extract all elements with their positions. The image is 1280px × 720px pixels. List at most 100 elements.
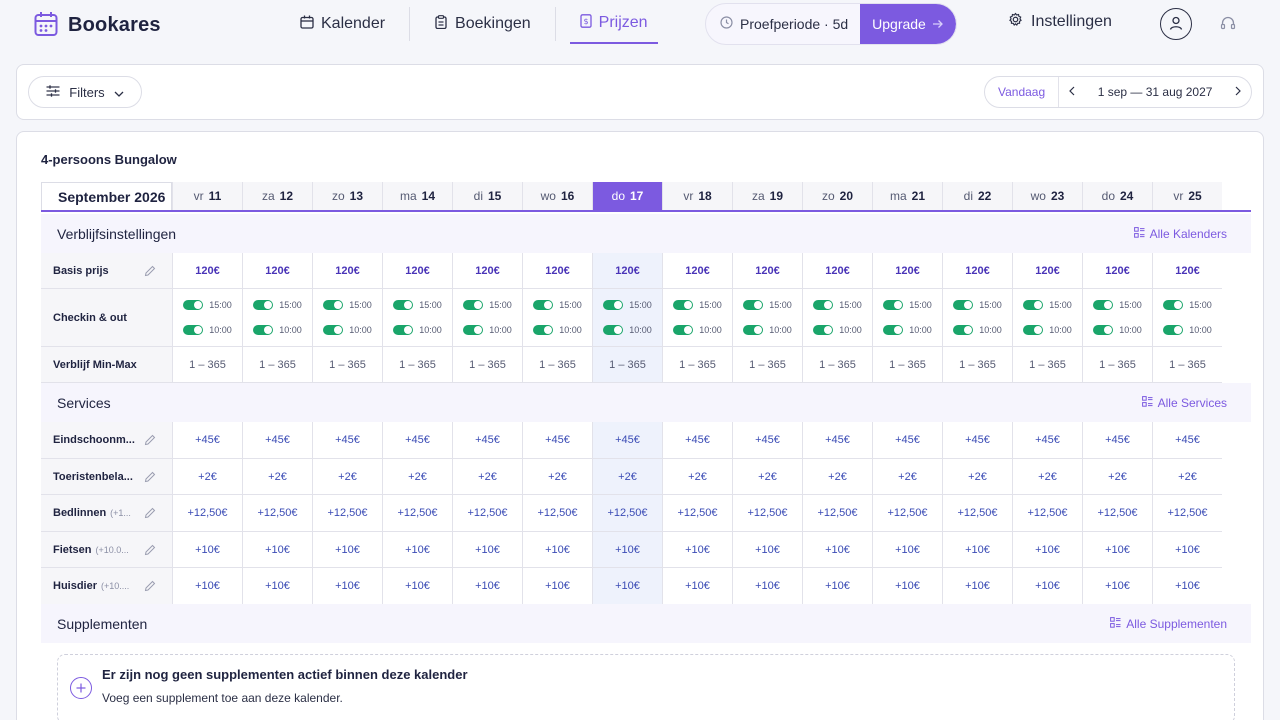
grid-cell[interactable]: 120€ [242,253,312,289]
grid-cell[interactable]: 1 – 365 [942,347,1012,383]
checkout-toggle[interactable]: 10:00 [183,325,232,335]
grid-cell[interactable]: 120€ [872,253,942,289]
day-header[interactable]: di 15 [452,182,522,210]
grid-cell[interactable]: 1 – 365 [1012,347,1082,383]
toggle-switch[interactable] [463,325,484,335]
grid-cell[interactable]: 15:00 10:00 [452,289,522,347]
grid-cell[interactable]: +12,50€ [242,495,312,532]
today-button[interactable]: Vandaag [985,77,1060,107]
grid-cell[interactable]: 120€ [1152,253,1222,289]
toggle-switch[interactable] [1023,300,1044,310]
grid-cell[interactable]: +10€ [1152,532,1222,568]
checkout-toggle[interactable]: 10:00 [673,325,722,335]
grid-cell[interactable]: +10€ [312,532,382,568]
checkin-toggle[interactable]: 15:00 [1093,300,1142,310]
toggle-switch[interactable] [393,300,414,310]
grid-cell[interactable]: 120€ [662,253,732,289]
grid-cell[interactable]: 120€ [172,253,242,289]
grid-cell[interactable]: +10€ [452,532,522,568]
checkin-toggle[interactable]: 15:00 [253,300,302,310]
day-header[interactable]: do 24 [1082,182,1152,210]
grid-cell[interactable]: +12,50€ [312,495,382,532]
toggle-switch[interactable] [603,300,624,310]
grid-cell[interactable]: 15:00 10:00 [242,289,312,347]
day-header[interactable]: di 22 [942,182,1012,210]
grid-cell[interactable]: +12,50€ [1082,495,1152,532]
grid-cell[interactable]: +10€ [662,532,732,568]
brand[interactable]: Bookares [34,11,161,40]
grid-cell[interactable]: +45€ [592,422,662,459]
day-header[interactable]: zo 20 [802,182,872,210]
grid-cell[interactable]: 15:00 10:00 [172,289,242,347]
grid-cell[interactable]: 15:00 10:00 [662,289,732,347]
nav-boekingen[interactable]: Boekingen [424,4,541,44]
grid-cell[interactable]: +45€ [172,422,242,459]
grid-cell[interactable]: 120€ [312,253,382,289]
grid-cell[interactable]: 120€ [732,253,802,289]
grid-cell[interactable]: 15:00 10:00 [942,289,1012,347]
day-header[interactable]: vr 18 [662,182,732,210]
toggle-switch[interactable] [603,325,624,335]
checkin-toggle[interactable]: 15:00 [393,300,442,310]
checkin-toggle[interactable]: 15:00 [673,300,722,310]
grid-cell[interactable]: 15:00 10:00 [312,289,382,347]
checkout-toggle[interactable]: 10:00 [253,325,302,335]
grid-cell[interactable]: +10€ [732,568,802,605]
grid-cell[interactable]: +2€ [1082,459,1152,495]
grid-cell[interactable]: +2€ [802,459,872,495]
grid-cell[interactable]: +2€ [452,459,522,495]
grid-cell[interactable]: +2€ [522,459,592,495]
grid-cell[interactable]: 15:00 10:00 [382,289,452,347]
grid-cell[interactable]: +2€ [242,459,312,495]
grid-cell[interactable]: 15:00 10:00 [1152,289,1222,347]
grid-cell[interactable]: +2€ [1012,459,1082,495]
grid-cell[interactable]: 1 – 365 [312,347,382,383]
checkin-toggle[interactable]: 15:00 [463,300,512,310]
grid-cell[interactable]: +45€ [1012,422,1082,459]
grid-cell[interactable]: +45€ [242,422,312,459]
grid-cell[interactable]: +10€ [382,568,452,605]
grid-cell[interactable]: +45€ [452,422,522,459]
grid-cell[interactable]: 15:00 10:00 [872,289,942,347]
grid-cell[interactable]: +12,50€ [662,495,732,532]
grid-cell[interactable]: 1 – 365 [382,347,452,383]
checkout-toggle[interactable]: 10:00 [953,325,1002,335]
checkin-toggle[interactable]: 15:00 [323,300,372,310]
upgrade-button[interactable]: Upgrade [860,4,956,44]
day-header[interactable]: wo 23 [1012,182,1082,210]
grid-cell[interactable]: 15:00 10:00 [522,289,592,347]
checkout-toggle[interactable]: 10:00 [323,325,372,335]
grid-cell[interactable]: +12,50€ [1152,495,1222,532]
grid-cell[interactable]: 1 – 365 [1152,347,1222,383]
grid-cell[interactable]: +10€ [172,532,242,568]
toggle-switch[interactable] [1163,300,1184,310]
toggle-switch[interactable] [743,300,764,310]
settings-link[interactable]: Instellingen [1008,12,1112,32]
grid-cell[interactable]: +10€ [382,532,452,568]
toggle-switch[interactable] [883,325,904,335]
next-range-button[interactable] [1225,77,1251,107]
user-avatar[interactable] [1160,8,1192,40]
checkout-toggle[interactable]: 10:00 [1163,325,1212,335]
checkin-toggle[interactable]: 15:00 [953,300,1002,310]
checkout-toggle[interactable]: 10:00 [1093,325,1142,335]
grid-cell[interactable]: +2€ [942,459,1012,495]
grid-cell[interactable]: +10€ [942,568,1012,605]
all-supplements-link[interactable]: Alle Supplementen [1110,617,1227,631]
toggle-switch[interactable] [813,325,834,335]
grid-cell[interactable]: 120€ [592,253,662,289]
toggle-switch[interactable] [1023,325,1044,335]
day-header[interactable]: vr 25 [1152,182,1222,210]
checkin-toggle[interactable]: 15:00 [743,300,792,310]
checkout-toggle[interactable]: 10:00 [463,325,512,335]
grid-cell[interactable]: +10€ [1012,532,1082,568]
grid-cell[interactable]: 120€ [942,253,1012,289]
grid-cell[interactable]: +10€ [452,568,522,605]
checkin-toggle[interactable]: 15:00 [603,300,652,310]
grid-cell[interactable]: 1 – 365 [732,347,802,383]
day-header[interactable]: vr 11 [172,182,242,210]
checkin-toggle[interactable]: 15:00 [1023,300,1072,310]
grid-cell[interactable]: +10€ [312,568,382,605]
grid-cell[interactable]: +12,50€ [942,495,1012,532]
all-services-link[interactable]: Alle Services [1141,396,1227,410]
